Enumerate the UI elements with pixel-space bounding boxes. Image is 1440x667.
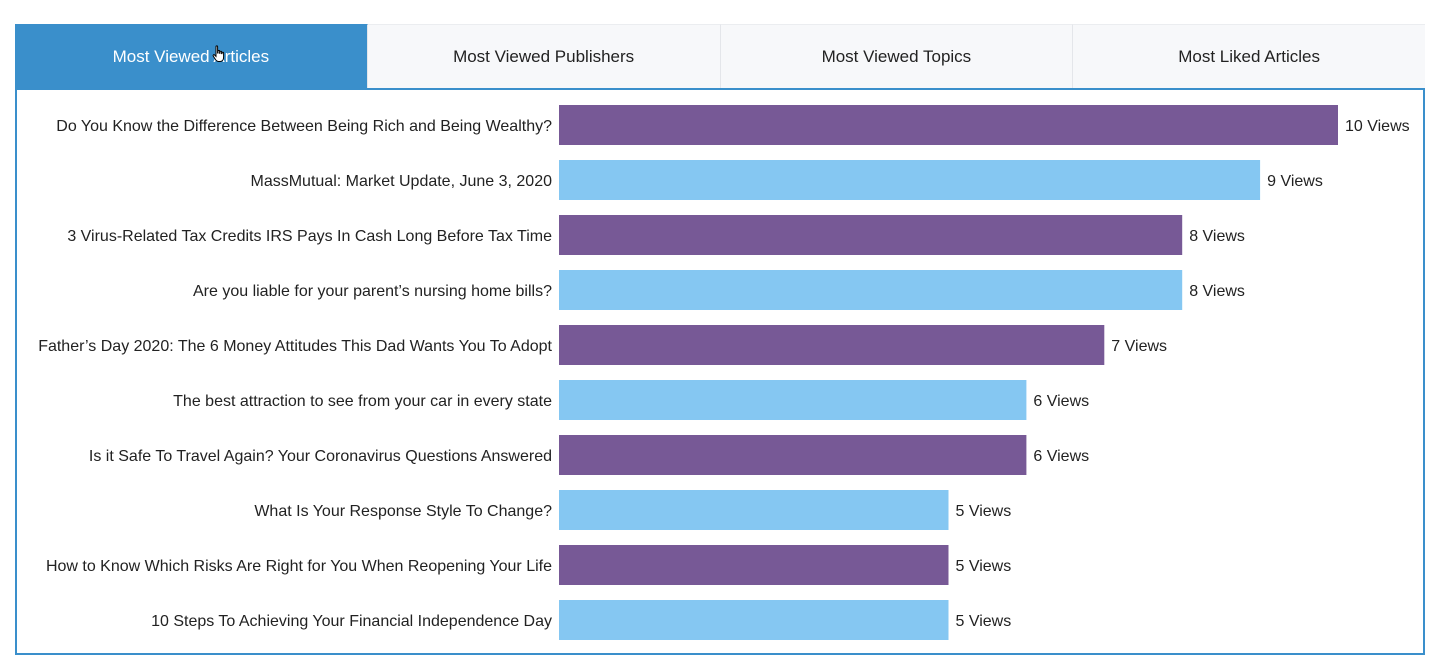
value-label: 10 Views (1345, 118, 1410, 135)
value-label: 8 Views (1189, 283, 1245, 300)
tab-label: Most Viewed Publishers (453, 46, 635, 66)
bar[interactable] (559, 105, 1338, 145)
category-label: Do You Know the Difference Between Being… (56, 118, 552, 135)
category-label: 10 Steps To Achieving Your Financial Ind… (151, 613, 552, 630)
bar[interactable] (559, 215, 1183, 255)
tab-most-viewed-articles[interactable]: Most Viewed Articles (15, 24, 368, 88)
bar[interactable] (559, 545, 949, 585)
chart-panel: Do You Know the Difference Between Being… (15, 88, 1425, 655)
tab-label: Most Viewed Articles (112, 46, 270, 66)
bar[interactable] (559, 380, 1027, 420)
value-label: 5 Views (956, 503, 1012, 520)
value-label: 8 Views (1189, 228, 1245, 245)
bar[interactable] (559, 270, 1183, 310)
tab-most-viewed-publishers[interactable]: Most Viewed Publishers (367, 24, 721, 88)
category-label: 3 Virus-Related Tax Credits IRS Pays In … (67, 228, 552, 245)
bar[interactable] (559, 160, 1261, 200)
category-label: What Is Your Response Style To Change? (254, 503, 552, 520)
value-label: 5 Views (956, 613, 1012, 630)
bar[interactable] (559, 600, 949, 640)
category-label: Father’s Day 2020: The 6 Money Attitudes… (38, 338, 552, 355)
category-label: Are you liable for your parent’s nursing… (193, 283, 552, 300)
tab-label: Most Viewed Topics (821, 46, 972, 66)
bar-chart: Do You Know the Difference Between Being… (38, 105, 1410, 640)
bar[interactable] (559, 490, 949, 530)
tab-most-liked-articles[interactable]: Most Liked Articles (1073, 24, 1425, 88)
bar[interactable] (559, 325, 1105, 365)
value-label: 5 Views (956, 558, 1012, 575)
top-content-widget: Most Viewed Articles Most Viewed Publish… (15, 24, 1425, 657)
category-label: MassMutual: Market Update, June 3, 2020 (251, 173, 553, 190)
value-label: 6 Views (1033, 393, 1089, 410)
value-label: 7 Views (1111, 338, 1167, 355)
tab-label: Most Liked Articles (1178, 46, 1320, 66)
category-label: Is it Safe To Travel Again? Your Coronav… (89, 448, 552, 465)
value-label: 9 Views (1267, 173, 1323, 190)
hand-cursor-icon (212, 45, 225, 62)
tab-most-viewed-topics[interactable]: Most Viewed Topics (720, 24, 1074, 88)
value-label: 6 Views (1033, 448, 1089, 465)
category-label: How to Know Which Risks Are Right for Yo… (46, 558, 552, 575)
tab-bar: Most Viewed Articles Most Viewed Publish… (15, 24, 1425, 88)
bar[interactable] (559, 435, 1027, 475)
category-label: The best attraction to see from your car… (173, 393, 552, 410)
